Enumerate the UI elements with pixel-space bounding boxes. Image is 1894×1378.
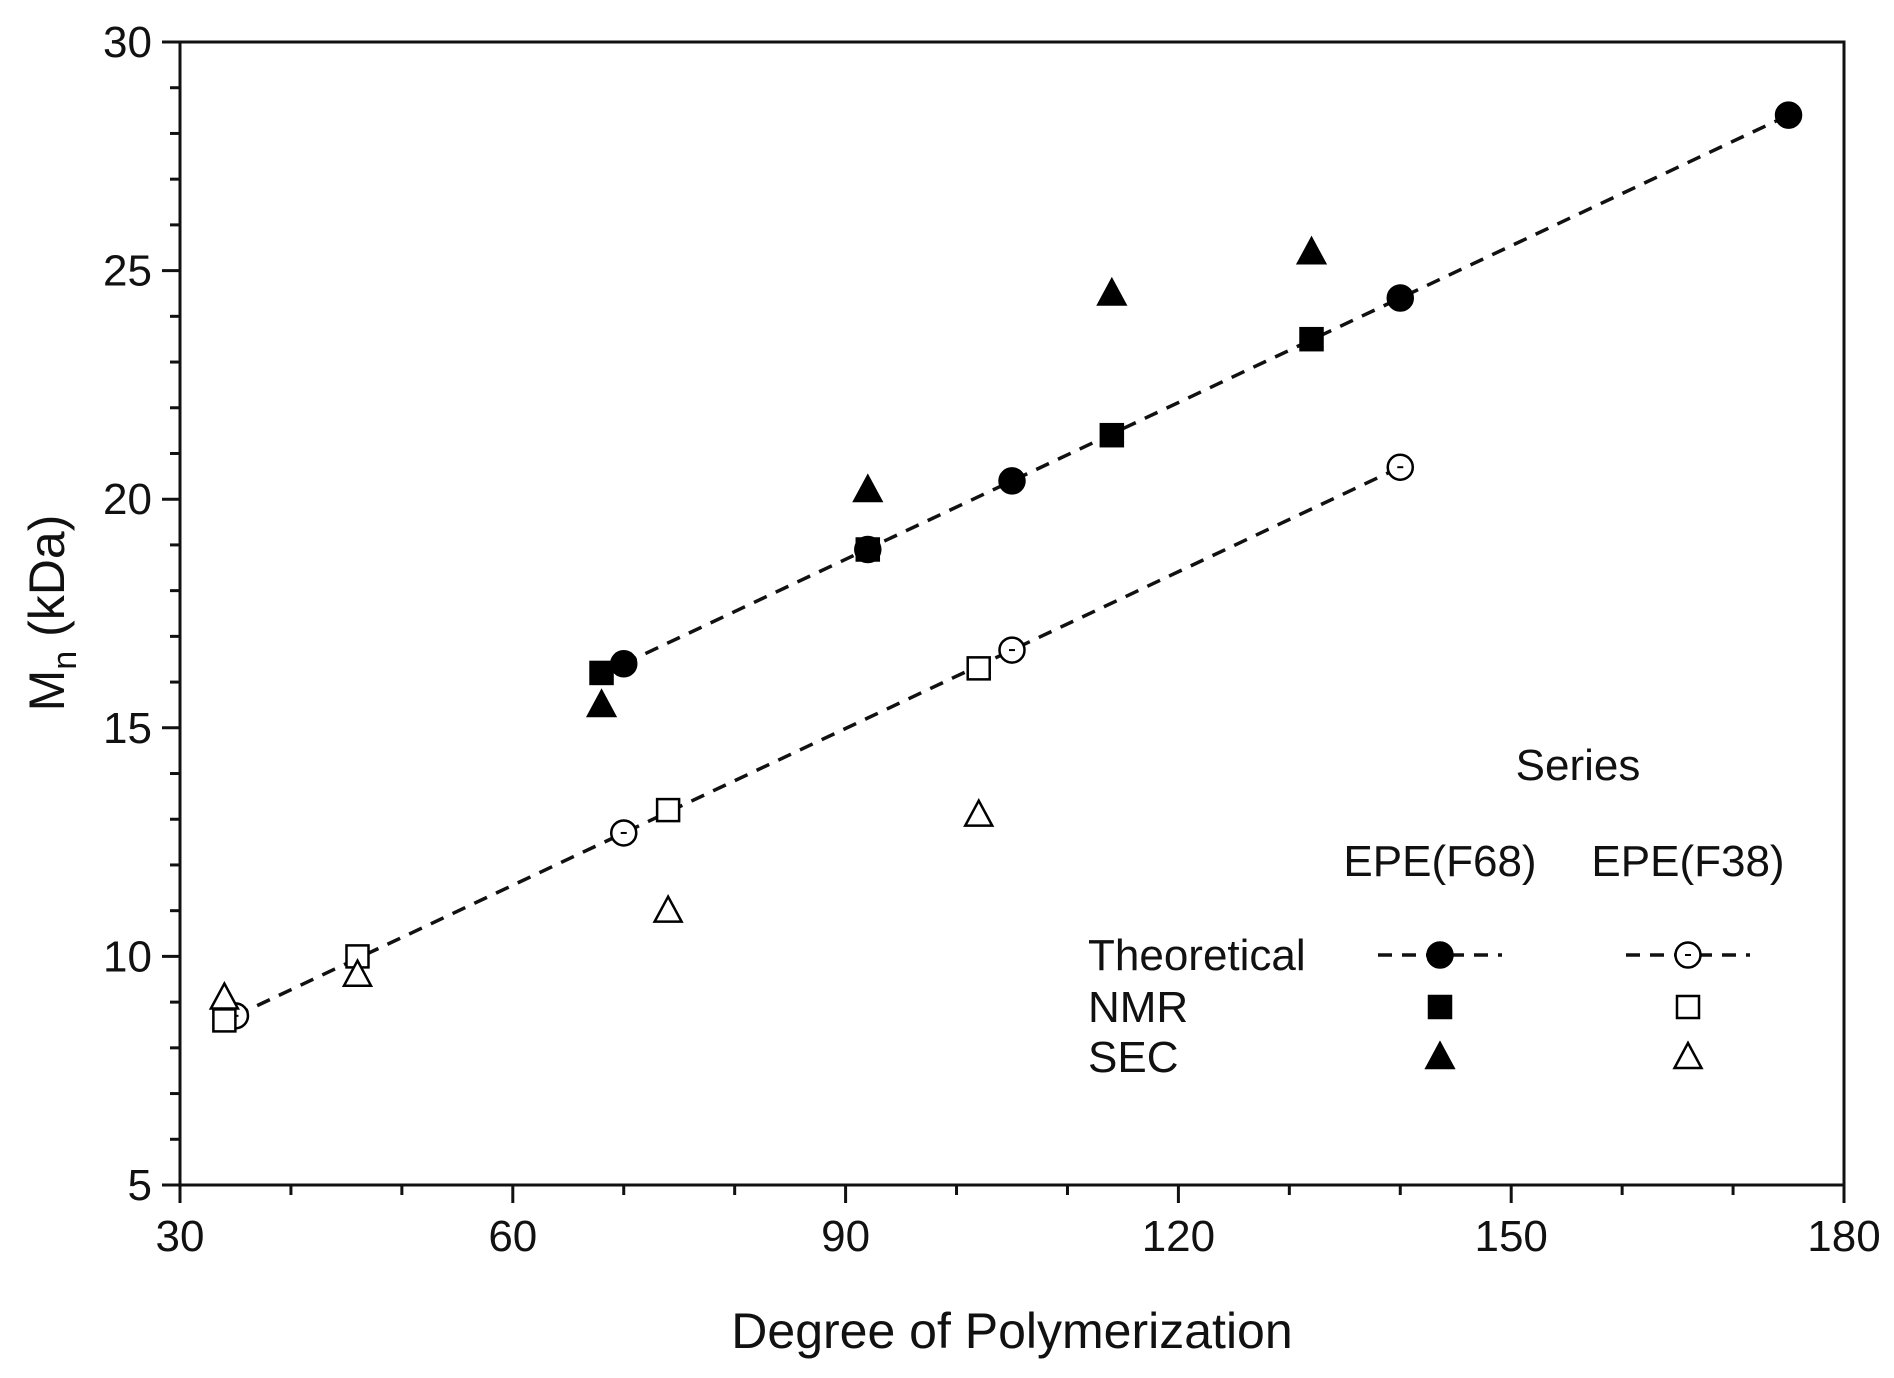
f68-theoretical-point-shape	[998, 467, 1026, 495]
legend-row-theoretical: Theoretical	[1088, 931, 1306, 980]
y-tick-label: 5	[128, 1161, 152, 1210]
f38-theoretical-point	[609, 819, 638, 847]
f68-nmr-point	[589, 660, 614, 686]
data-points	[208, 101, 1803, 1033]
f38-nmr-point	[655, 797, 681, 823]
x-tick-label: 90	[821, 1212, 870, 1261]
legend-f68-sec-marker	[1424, 1040, 1456, 1070]
f68-theoretical-point	[1774, 101, 1803, 129]
legend-f68-theoretical-marker-shape	[1426, 941, 1454, 969]
x-tick-label: 120	[1142, 1212, 1215, 1261]
f68-sec-point	[1096, 276, 1128, 306]
f68-nmr-point	[1099, 422, 1125, 448]
legend-f38-sec-marker	[1672, 1040, 1704, 1070]
f68-nmr-point	[855, 537, 881, 562]
y-tick-label: 20	[103, 475, 152, 524]
x-tick-label: 60	[488, 1212, 537, 1261]
f38-sec-point	[652, 894, 684, 923]
axis-ticks: 30 60 90 120 150 180 5 10 15 20 25 30	[103, 18, 1881, 1261]
legend-row-sec: SEC	[1088, 1033, 1178, 1082]
fit-lines	[234, 113, 1790, 1018]
x-axis-title: Degree of Polymerization	[731, 1303, 1292, 1359]
legend: Series EPE(F68) EPE(F38) Theoretical NMR…	[1088, 741, 1785, 1082]
x-tick-label: 150	[1474, 1212, 1547, 1261]
f38-sec-point	[208, 980, 240, 1010]
f68-theoretical-point	[609, 650, 638, 678]
f38-sec-point	[963, 798, 995, 827]
legend-column-f68: EPE(F68)	[1343, 837, 1536, 886]
f68-sec-point	[585, 688, 618, 718]
legend-markers	[1378, 941, 1750, 1070]
legend-title: Series	[1516, 741, 1641, 790]
x-tick-label: 30	[156, 1212, 205, 1261]
f38-theoretical-point	[998, 636, 1026, 664]
f68-theoretical-point-shape	[609, 650, 638, 678]
legend-f68-theoretical-marker	[1426, 941, 1454, 969]
f68-sec-point	[1295, 235, 1328, 265]
y-axis-title: Mn (kDa)	[19, 515, 84, 712]
y-tick-label: 30	[103, 18, 152, 67]
f38-nmr-point	[212, 1008, 237, 1033]
f68-nmr-point	[1299, 326, 1324, 352]
f68-theoretical-point	[1386, 284, 1415, 312]
y-tick-label: 10	[103, 932, 152, 981]
fit-line	[622, 113, 1790, 666]
legend-row-nmr: NMR	[1088, 983, 1188, 1032]
plot-frame	[178, 40, 1846, 1187]
legend-f68-nmr-marker	[1427, 994, 1453, 1020]
f68-theoretical-point-shape	[1774, 101, 1803, 129]
f68-theoretical-point-shape	[1386, 284, 1415, 312]
f38-sec-point	[341, 958, 374, 987]
x-tick-label: 180	[1807, 1212, 1880, 1261]
legend-f38-nmr-marker	[1675, 994, 1701, 1020]
f38-nmr-point	[966, 656, 991, 681]
legend-column-f38: EPE(F38)	[1591, 837, 1784, 886]
f38-theoretical-point	[1386, 453, 1415, 481]
y-axis-title-main: M	[19, 670, 75, 712]
y-axis-title-subscript: n	[46, 651, 84, 670]
f68-sec-point	[852, 473, 884, 503]
y-tick-label: 15	[103, 704, 152, 753]
y-tick-label: 25	[103, 247, 152, 296]
legend-f38-theoretical-marker	[1674, 941, 1702, 969]
y-axis-title-unit: (kDa)	[19, 515, 75, 651]
f68-theoretical-point	[998, 467, 1026, 495]
